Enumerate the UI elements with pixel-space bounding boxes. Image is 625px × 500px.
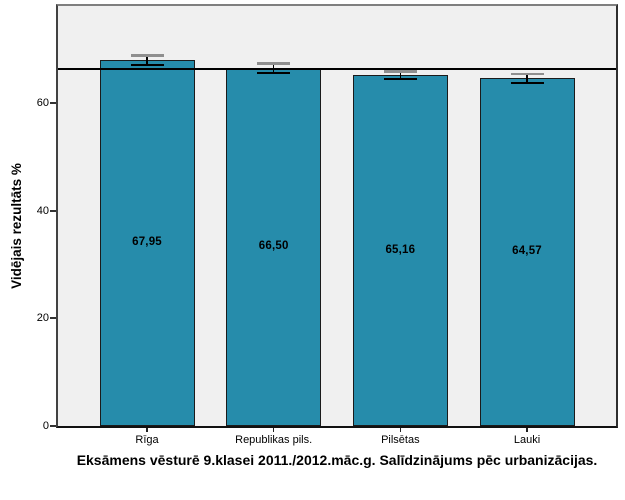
bar-value-label: 66,50 (258, 239, 289, 252)
error-bar-cap-top (510, 72, 544, 75)
x-tick-mark (272, 428, 275, 432)
y-axis-title: Vidējais rezultāts % (9, 163, 24, 289)
error-bar-line (272, 63, 275, 73)
x-tick-label: Pilsētas (381, 434, 420, 446)
error-bar-cap-bottom (257, 71, 291, 74)
y-tick-mark (50, 101, 56, 104)
y-tick-mark (50, 317, 56, 320)
x-tick-mark (399, 428, 402, 432)
bar-3 (479, 78, 575, 426)
bar-1 (226, 67, 322, 426)
error-bar-line (399, 71, 402, 79)
y-tick-label: 60 (36, 96, 49, 109)
error-bar-cap-bottom (130, 63, 164, 66)
error-bar-cap-top (383, 70, 417, 73)
plot-area: 67,95 66,50 65,16 64,57 (56, 4, 618, 428)
x-tick-label: Lauki (513, 434, 541, 446)
bar-value-label: 65,16 (385, 243, 416, 256)
error-bar-line (146, 55, 148, 65)
bar-value-label: 67,95 (132, 236, 162, 249)
error-bar-line (526, 74, 528, 83)
y-tick-label: 40 (36, 204, 49, 217)
y-tick-label: 0 (42, 420, 49, 432)
y-tick-mark (50, 209, 56, 212)
x-tick-label: Rīga (135, 434, 159, 446)
x-tick-mark (146, 428, 148, 432)
bar-0 (99, 60, 195, 426)
error-bar-cap-top (257, 62, 291, 65)
error-bar-cap-bottom (510, 82, 544, 85)
y-tick-label: 20 (36, 312, 49, 325)
bar-value-label: 64,57 (512, 245, 542, 258)
plot-inner: 67,95 66,50 65,16 64,57 (58, 6, 616, 426)
x-tick-mark (526, 428, 528, 432)
reference-line (58, 68, 616, 70)
chart-title: Eksāmens vēsturē 9.klasei 2011./2012.māc… (76, 452, 598, 468)
error-bar-cap-top (130, 54, 164, 57)
x-tick-label: Republikas pils. (235, 434, 313, 446)
error-bar-cap-bottom (383, 77, 417, 80)
y-tick-mark (50, 425, 56, 427)
